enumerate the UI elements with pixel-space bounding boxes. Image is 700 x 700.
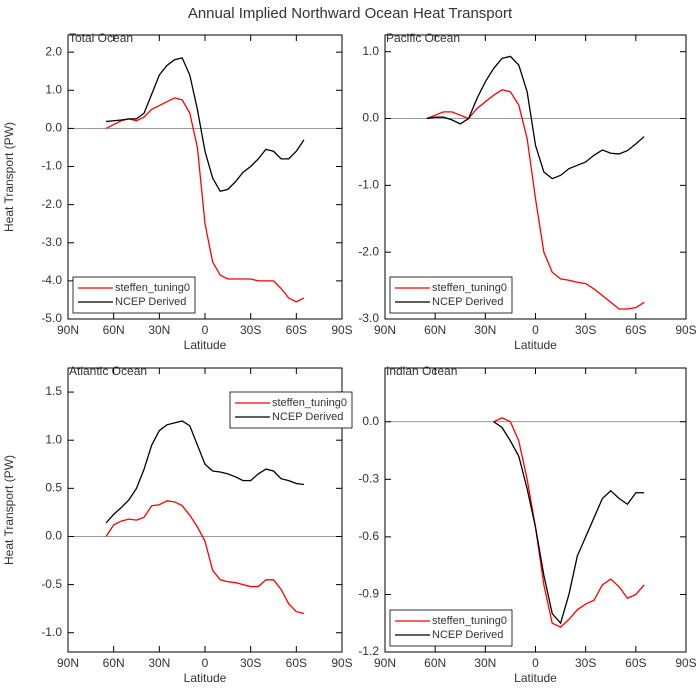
series-line bbox=[105, 500, 305, 615]
y-tick-label: -3.0 bbox=[358, 311, 379, 325]
y-tick-label: -1.0 bbox=[41, 159, 62, 173]
x-tick-label: 90S bbox=[331, 323, 352, 337]
x-tick-label: 30S bbox=[575, 323, 596, 337]
y-tick-label: -3.0 bbox=[41, 235, 62, 249]
x-tick-label: 30S bbox=[240, 323, 261, 337]
legend-label: NCEP Derived bbox=[115, 296, 186, 308]
legend-label: steffen_tuning0 bbox=[115, 282, 190, 294]
legend-label: NCEP Derived bbox=[432, 296, 503, 308]
y-tick-label: 0.0 bbox=[362, 414, 379, 428]
y-tick-label: -0.6 bbox=[358, 529, 379, 543]
x-tick-label: 30N bbox=[148, 323, 170, 337]
y-axis-label: Heat Transport (PW) bbox=[2, 122, 16, 232]
x-tick-label: 60S bbox=[286, 323, 307, 337]
x-tick-label: 60N bbox=[103, 656, 125, 670]
y-tick-label: -1.2 bbox=[358, 644, 379, 658]
legend-box bbox=[229, 391, 353, 429]
y-tick-label: 0.0 bbox=[45, 529, 62, 543]
y-tick-label: -0.5 bbox=[41, 577, 62, 591]
x-tick-label: 0 bbox=[532, 323, 539, 337]
legend-label: steffen_tuning0 bbox=[272, 397, 347, 409]
series-line bbox=[426, 55, 645, 180]
x-axis-label: Latitude bbox=[184, 338, 227, 352]
x-tick-label: 90S bbox=[675, 656, 696, 670]
x-tick-label: 0 bbox=[202, 656, 209, 670]
y-tick-label: 0.0 bbox=[362, 111, 379, 125]
y-tick-label: -2.0 bbox=[358, 244, 379, 258]
series-line bbox=[105, 97, 305, 303]
panel-title: Pacific Ocean bbox=[386, 31, 460, 45]
x-tick-label: 30N bbox=[474, 656, 496, 670]
x-tick-label: 60N bbox=[103, 323, 125, 337]
figure-title: Annual Implied Northward Ocean Heat Tran… bbox=[188, 5, 513, 22]
x-tick-label: 90N bbox=[374, 656, 396, 670]
series-line bbox=[105, 57, 305, 193]
x-tick-label: 0 bbox=[532, 656, 539, 670]
y-tick-label: 1.0 bbox=[45, 82, 62, 96]
legend-box bbox=[389, 276, 513, 314]
legend-label: steffen_tuning0 bbox=[432, 615, 507, 627]
y-tick-label: 0.5 bbox=[45, 481, 62, 495]
x-tick-label: 90N bbox=[374, 323, 396, 337]
panel-title: Total Ocean bbox=[69, 31, 133, 45]
x-tick-label: 30N bbox=[474, 323, 496, 337]
y-tick-label: 1.0 bbox=[362, 44, 379, 58]
y-tick-label: -2.0 bbox=[41, 197, 62, 211]
legend-label: NCEP Derived bbox=[432, 629, 503, 641]
x-tick-label: 30N bbox=[148, 656, 170, 670]
y-tick-label: -0.9 bbox=[358, 587, 379, 601]
y-tick-label: 0.0 bbox=[45, 121, 62, 135]
x-tick-label: 60N bbox=[424, 323, 446, 337]
y-tick-label: -1.0 bbox=[358, 178, 379, 192]
y-tick-label: -4.0 bbox=[41, 273, 62, 287]
legend-label: steffen_tuning0 bbox=[432, 282, 507, 294]
series-line bbox=[493, 421, 645, 625]
y-tick-label: -0.3 bbox=[358, 471, 379, 485]
series-line bbox=[493, 417, 645, 628]
x-tick-label: 60S bbox=[625, 656, 646, 670]
x-tick-label: 30S bbox=[575, 656, 596, 670]
plot-frame bbox=[67, 34, 343, 320]
x-tick-label: 60S bbox=[286, 656, 307, 670]
plot-frame bbox=[384, 367, 687, 653]
x-tick-label: 0 bbox=[202, 323, 209, 337]
panel-title: Indian Ocean bbox=[386, 364, 457, 378]
y-tick-label: 1.0 bbox=[45, 432, 62, 446]
x-tick-label: 60S bbox=[625, 323, 646, 337]
x-tick-label: 60N bbox=[424, 656, 446, 670]
series-line bbox=[105, 420, 305, 524]
legend-label: NCEP Derived bbox=[272, 411, 343, 423]
legend-box bbox=[389, 609, 513, 647]
series-line bbox=[426, 89, 645, 310]
x-tick-label: 30S bbox=[240, 656, 261, 670]
y-tick-label: -1.0 bbox=[41, 625, 62, 639]
x-tick-label: 90N bbox=[57, 656, 79, 670]
y-tick-label: -5.0 bbox=[41, 311, 62, 325]
y-tick-label: 2.0 bbox=[45, 44, 62, 58]
x-axis-label: Latitude bbox=[514, 671, 557, 685]
y-axis-label: Heat Transport (PW) bbox=[2, 455, 16, 565]
y-tick-label: 1.5 bbox=[45, 384, 62, 398]
x-axis-label: Latitude bbox=[184, 671, 227, 685]
x-tick-label: 90S bbox=[331, 656, 352, 670]
legend-box bbox=[72, 276, 196, 314]
x-axis-label: Latitude bbox=[514, 338, 557, 352]
x-tick-label: 90S bbox=[675, 323, 696, 337]
plot-frame bbox=[384, 34, 687, 320]
panel-title: Atlantic Ocean bbox=[69, 364, 147, 378]
x-tick-label: 90N bbox=[57, 323, 79, 337]
